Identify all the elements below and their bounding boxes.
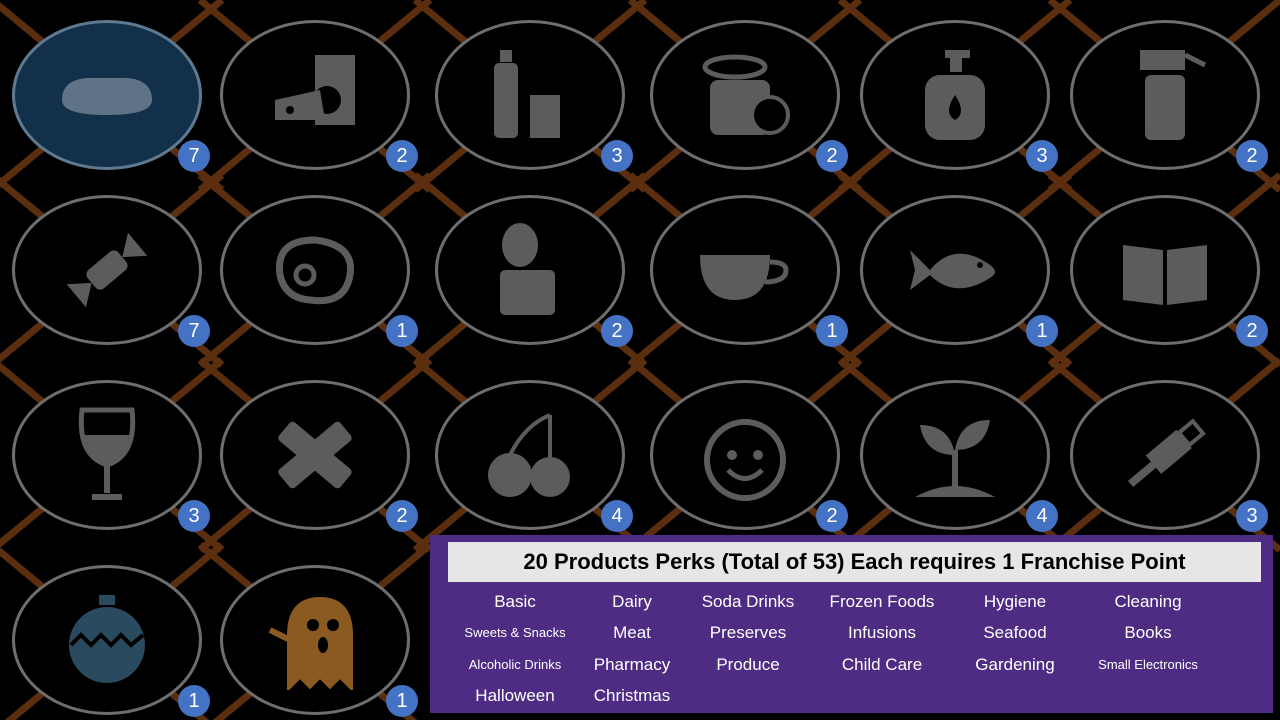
candy-icon <box>66 232 148 308</box>
perk-tile-cleaning[interactable]: 2 <box>1070 20 1268 172</box>
perk-tile-christmas[interactable]: 1 <box>12 565 210 717</box>
open-tin-icon <box>500 223 555 315</box>
perk-count-badge: 4 <box>601 500 633 532</box>
bottle-can-icon <box>494 50 560 138</box>
perk-tile-infusions[interactable]: 1 <box>650 195 848 347</box>
wine-glass-icon <box>78 407 136 500</box>
perk-ring <box>1070 195 1260 345</box>
perk-count-badge: 1 <box>386 685 418 717</box>
perk-tile-child-care[interactable]: 2 <box>650 380 848 532</box>
perk-tile-alcoholic-drinks[interactable]: 3 <box>12 380 210 532</box>
perk-count-badge: 2 <box>386 140 418 172</box>
bandage-icon <box>278 421 352 489</box>
baby-face-icon <box>704 419 786 501</box>
perk-tile-books[interactable]: 2 <box>1070 195 1268 347</box>
perk-tile-pharmacy[interactable]: 2 <box>220 380 418 532</box>
soap-dispenser-icon <box>925 50 985 140</box>
perk-count-badge: 2 <box>1236 140 1268 172</box>
legend-item: Infusions <box>847 623 917 642</box>
perk-ring <box>435 380 625 530</box>
perk-count-badge: 2 <box>816 500 848 532</box>
perk-count-badge: 3 <box>1236 500 1268 532</box>
usb-icon <box>1127 418 1206 487</box>
perk-count-badge: 3 <box>1026 140 1058 172</box>
legend-item: Preserves <box>709 623 787 642</box>
legend-item: Sweets & Snacks <box>464 625 566 640</box>
legend-item: Gardening <box>975 655 1055 674</box>
legend-item: Dairy <box>612 592 652 611</box>
perk-count-badge: 7 <box>178 140 210 172</box>
perk-count-badge: 2 <box>601 315 633 347</box>
perk-tile-halloween[interactable]: 1 <box>220 565 418 717</box>
bread-icon <box>62 78 152 115</box>
legend-title: 20 Products Perks (Total of 53) Each req… <box>448 542 1261 582</box>
steak-icon <box>275 236 355 305</box>
legend-item: Books <box>1124 623 1172 642</box>
cherries-icon <box>488 413 570 497</box>
perk-count-badge: 1 <box>1026 315 1058 347</box>
perk-tile-hygiene[interactable]: 3 <box>860 20 1058 172</box>
perk-count-badge: 2 <box>816 140 848 172</box>
perk-count-badge: 4 <box>1026 500 1058 532</box>
legend-item: Produce <box>716 655 780 674</box>
legend-item: Child Care <box>841 655 923 674</box>
perk-count-badge: 3 <box>601 140 633 172</box>
legend-item: Soda Drinks <box>701 592 795 611</box>
legend-item: Small Electronics <box>1098 657 1198 672</box>
cheese-milk-icon <box>275 55 355 125</box>
legend-item: Alcoholic Drinks <box>468 657 562 672</box>
perk-tile-gardening[interactable]: 4 <box>860 380 1058 532</box>
sprout-icon <box>915 420 995 497</box>
perk-tile-meat[interactable]: 1 <box>220 195 418 347</box>
perk-count-badge: 2 <box>386 500 418 532</box>
perk-tile-preserves[interactable]: 2 <box>435 195 633 347</box>
ghost-icon <box>268 596 353 690</box>
legend-item: Hygiene <box>983 592 1047 611</box>
perk-count-badge: 3 <box>178 500 210 532</box>
perk-tile-basic[interactable]: 7 <box>12 20 210 172</box>
legend-item: Frozen Foods <box>829 592 935 611</box>
perk-count-badge: 1 <box>178 685 210 717</box>
legend-panel: 20 Products Perks (Total of 53) Each req… <box>430 535 1273 713</box>
frozen-can-icon <box>702 54 790 135</box>
spray-bottle-icon <box>1140 50 1207 140</box>
perk-tile-soda-drinks[interactable]: 3 <box>435 20 633 172</box>
legend-item: Pharmacy <box>593 655 671 674</box>
ornament-icon <box>69 595 145 683</box>
perk-tile-frozen-foods[interactable]: 2 <box>650 20 848 172</box>
perk-ring <box>650 380 840 530</box>
perk-tile-sweets-snacks[interactable]: 7 <box>12 195 210 347</box>
legend-item: Seafood <box>983 623 1047 642</box>
perk-tile-small-electronics[interactable]: 3 <box>1070 380 1268 532</box>
legend-item: Cleaning <box>1114 592 1182 611</box>
perk-ring <box>12 195 202 345</box>
perk-ring <box>650 20 840 170</box>
cup-icon <box>700 255 789 300</box>
perk-count-badge: 7 <box>178 315 210 347</box>
perk-tile-seafood[interactable]: 1 <box>860 195 1058 347</box>
legend-item: Basic <box>494 592 536 611</box>
perk-count-badge: 1 <box>816 315 848 347</box>
legend-item: Christmas <box>593 686 671 705</box>
legend-item: Halloween <box>475 686 555 705</box>
perk-tile-produce[interactable]: 4 <box>435 380 633 532</box>
perk-ring <box>435 195 625 345</box>
perk-tile-dairy[interactable]: 2 <box>220 20 418 172</box>
legend-item: Meat <box>613 623 651 642</box>
perk-count-badge: 1 <box>386 315 418 347</box>
perk-count-badge: 2 <box>1236 315 1268 347</box>
fish-icon <box>910 250 995 290</box>
book-icon <box>1123 245 1207 305</box>
